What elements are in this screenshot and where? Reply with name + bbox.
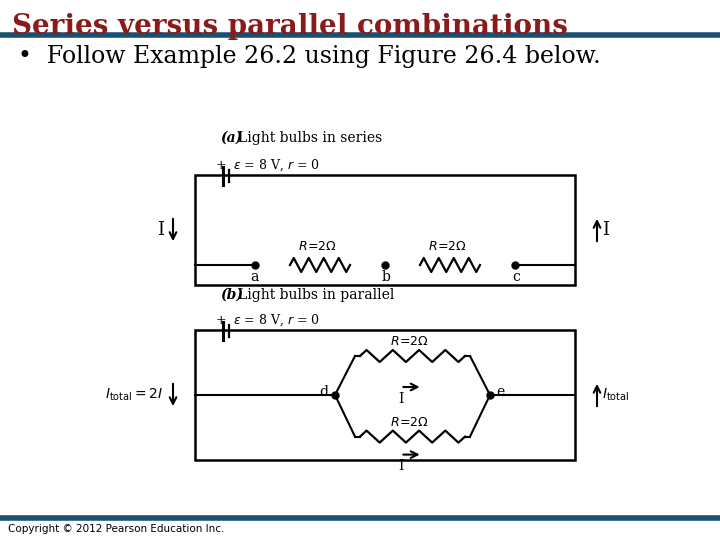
Text: c: c — [512, 270, 520, 284]
Text: Light bulbs in parallel: Light bulbs in parallel — [238, 288, 395, 302]
Text: I: I — [157, 221, 164, 239]
Text: $R\!=\!2\Omega$: $R\!=\!2\Omega$ — [428, 240, 467, 253]
Text: $I_{\rm total}$: $I_{\rm total}$ — [602, 387, 629, 403]
Text: $R\!=\!2\Omega$: $R\!=\!2\Omega$ — [390, 335, 430, 348]
Text: I: I — [602, 221, 609, 239]
Bar — [195, 175, 575, 285]
Text: $\varepsilon$ = 8 V, $r$ = 0: $\varepsilon$ = 8 V, $r$ = 0 — [233, 313, 320, 328]
Bar — [195, 330, 575, 460]
Text: (a): (a) — [220, 131, 242, 145]
Text: $R\!=\!2\Omega$: $R\!=\!2\Omega$ — [390, 416, 430, 429]
Text: Series versus parallel combinations: Series versus parallel combinations — [12, 13, 568, 40]
Text: Copyright © 2012 Pearson Education Inc.: Copyright © 2012 Pearson Education Inc. — [8, 524, 225, 534]
Text: •  Follow Example 26.2 using Figure 26.4 below.: • Follow Example 26.2 using Figure 26.4 … — [18, 45, 600, 68]
Text: +: + — [216, 314, 227, 327]
Text: $R\!=\!2\Omega$: $R\!=\!2\Omega$ — [298, 240, 337, 253]
Text: b: b — [382, 270, 391, 284]
Text: (b): (b) — [220, 288, 243, 302]
Text: a: a — [250, 270, 258, 284]
Text: I: I — [398, 458, 404, 472]
Text: e: e — [496, 385, 504, 399]
Text: $\varepsilon$ = 8 V, $r$ = 0: $\varepsilon$ = 8 V, $r$ = 0 — [233, 158, 320, 173]
Text: Light bulbs in series: Light bulbs in series — [238, 131, 382, 145]
Text: +: + — [216, 159, 227, 172]
Text: $I_{\rm total}=2I$: $I_{\rm total}=2I$ — [105, 387, 163, 403]
Text: d: d — [319, 385, 328, 399]
Text: I: I — [398, 392, 404, 406]
